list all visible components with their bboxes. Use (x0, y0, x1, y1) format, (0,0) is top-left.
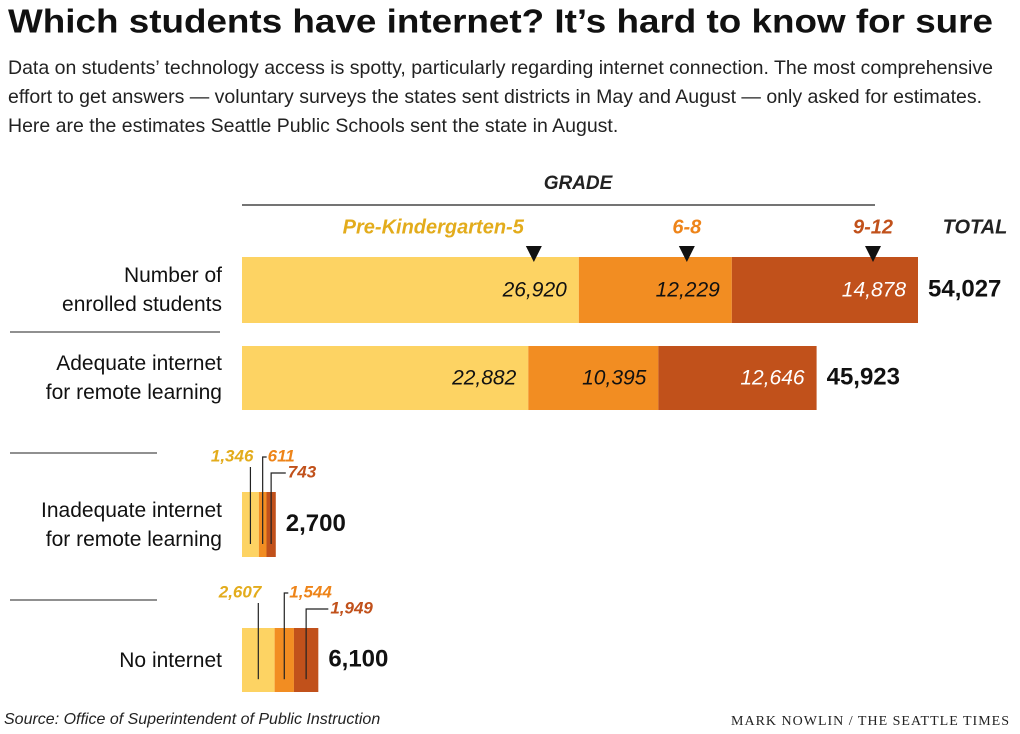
value-label: 1,949 (330, 598, 373, 617)
source: Source: Office of Superintendent of Publ… (4, 711, 380, 728)
subtitle: Data on students’ technology access is s… (8, 57, 993, 137)
legend-marker (525, 246, 542, 262)
value-label: 1,544 (289, 582, 332, 601)
value-label: 1,346 (211, 446, 254, 465)
value-label: 10,395 (582, 367, 647, 390)
category-label: No internet (119, 648, 222, 672)
value-label: 12,646 (740, 367, 805, 390)
legend-marker (865, 246, 881, 262)
bar-segment (658, 346, 817, 410)
total-label: 2,700 (286, 510, 346, 537)
leader-line (262, 456, 267, 544)
bar-segment (578, 257, 732, 323)
value-label: 611 (268, 446, 295, 465)
value-label: 743 (288, 462, 317, 481)
credit: MARK NOWLIN / THE SEATTLE TIMES (731, 714, 1010, 729)
legend-label: 9-12 (853, 216, 893, 238)
bar-segment (242, 257, 579, 323)
total-label: 6,100 (328, 645, 388, 672)
value-label: 12,229 (656, 279, 721, 302)
leader-line (305, 608, 329, 680)
bar-segment (242, 346, 529, 410)
legend-marker (678, 246, 695, 262)
category-label: Inadequate internet for remote learning (41, 498, 222, 551)
category-label: Adequate internet for remote learning (45, 352, 222, 404)
total-label: 45,923 (827, 363, 900, 390)
total-title: TOTAL (943, 216, 1008, 238)
leader-line (283, 592, 289, 680)
total-label: 54,027 (928, 275, 1001, 302)
bar-segment (528, 346, 659, 410)
bar-segment (731, 257, 918, 323)
legend-title: GRADE (544, 173, 614, 194)
value-label: 22,882 (451, 367, 517, 390)
value-label: 26,920 (502, 279, 568, 302)
legend-label: 6-8 (672, 216, 702, 238)
legend-label: Pre-Kindergarten-5 (343, 216, 525, 238)
leader-line (270, 472, 286, 544)
value-label: 2,607 (218, 582, 263, 601)
value-label: 14,878 (842, 279, 907, 302)
title: Which students have internet? It’s hard … (8, 3, 993, 40)
category-label: Number of enrolled students (62, 264, 222, 316)
